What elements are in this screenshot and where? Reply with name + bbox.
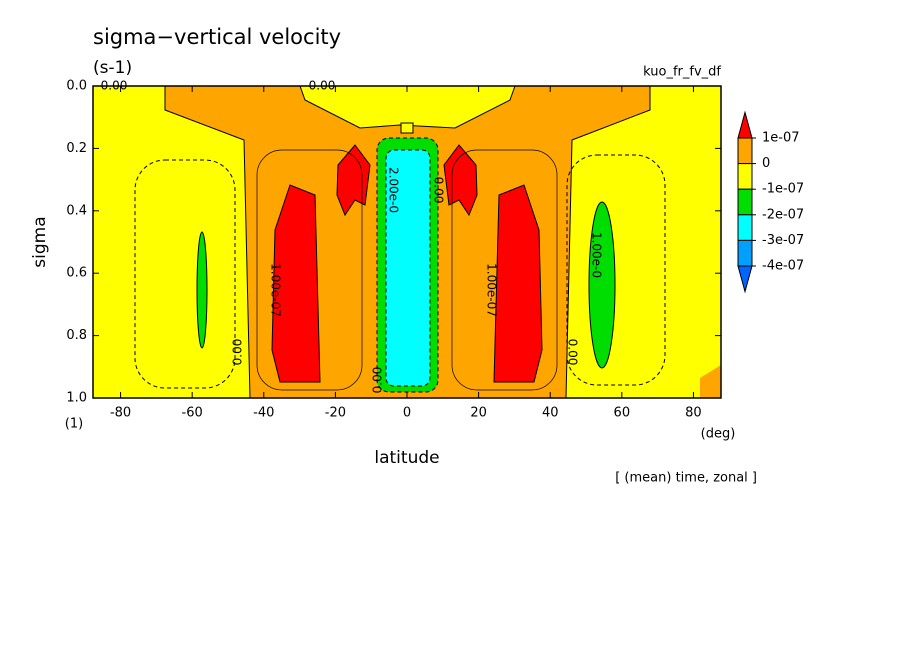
colorbar-cell [737, 188, 753, 216]
chart-title: sigma−vertical velocity [93, 25, 341, 49]
colorbar-cell [737, 137, 753, 165]
field-region [700, 365, 721, 398]
x-tick-label: -40 [253, 406, 274, 421]
y-tick-label: 0.6 [66, 266, 87, 281]
colorbar-label: -3e-07 [762, 233, 804, 248]
field-region [271, 184, 321, 383]
field-region [196, 231, 208, 349]
experiment-label: kuo_fr_fv_df [643, 65, 721, 80]
field-region [493, 184, 543, 383]
contour-line [134, 159, 236, 389]
colorbar-cell [737, 239, 753, 267]
contour-line [256, 149, 363, 391]
colorbar-label: -2e-07 [762, 207, 804, 222]
colorbar-cell [737, 163, 753, 190]
y-unit: (1) [65, 417, 83, 432]
contour-label: 0.00 [231, 339, 245, 366]
field-region [400, 122, 414, 134]
contour-label: 0.00 [101, 79, 128, 93]
contour-label: 1.00e-07 [269, 263, 283, 317]
y-tick-label: 0.0 [66, 79, 87, 94]
contour-label: 2.00e-0 [387, 167, 401, 213]
y-tick-label: 0.2 [66, 141, 87, 156]
y-tick-label: 0.8 [66, 328, 87, 343]
x-unit: (deg) [701, 427, 736, 442]
field-region [385, 149, 431, 387]
x-tick-label: 20 [470, 406, 487, 421]
colorbar-cell [737, 214, 753, 241]
contour-label: 1.00e-0 [590, 232, 604, 278]
contour-label: 0.00 [432, 177, 446, 204]
contour-label: 0.00 [309, 79, 336, 93]
colorbar-label: -4e-07 [762, 259, 804, 274]
x-tick-label: 0 [403, 406, 411, 421]
contour-line [451, 149, 558, 391]
unit-label: (s-1) [93, 58, 132, 78]
x-tick-label: 40 [542, 406, 559, 421]
y-tick-label: 0.4 [66, 203, 87, 218]
colorbar-label: 0 [762, 156, 770, 171]
contour-field [93, 85, 721, 399]
colorbar-label: -1e-07 [762, 182, 804, 197]
colorbar-cell [737, 265, 753, 294]
field-region [588, 201, 616, 369]
x-tick-label: 60 [614, 406, 631, 421]
x-tick-label: -80 [110, 406, 131, 421]
x-axis-label: latitude [374, 448, 439, 468]
colorbar-label: 1e-07 [762, 131, 800, 146]
y-axis-label: sigma [30, 216, 50, 267]
contour-label: 0.00 [566, 339, 580, 366]
contour-label: 1.00e-07 [485, 263, 499, 317]
x-tick-label: -20 [325, 406, 346, 421]
colorbar-cell [737, 110, 753, 139]
contour-label: 0.00 [371, 367, 385, 394]
x-tick-label: 80 [685, 406, 702, 421]
contour-line [566, 154, 666, 386]
y-tick-label: 1.0 [66, 391, 87, 406]
note: [ (mean) time, zonal ] [615, 471, 757, 486]
x-tick-label: -60 [182, 406, 203, 421]
